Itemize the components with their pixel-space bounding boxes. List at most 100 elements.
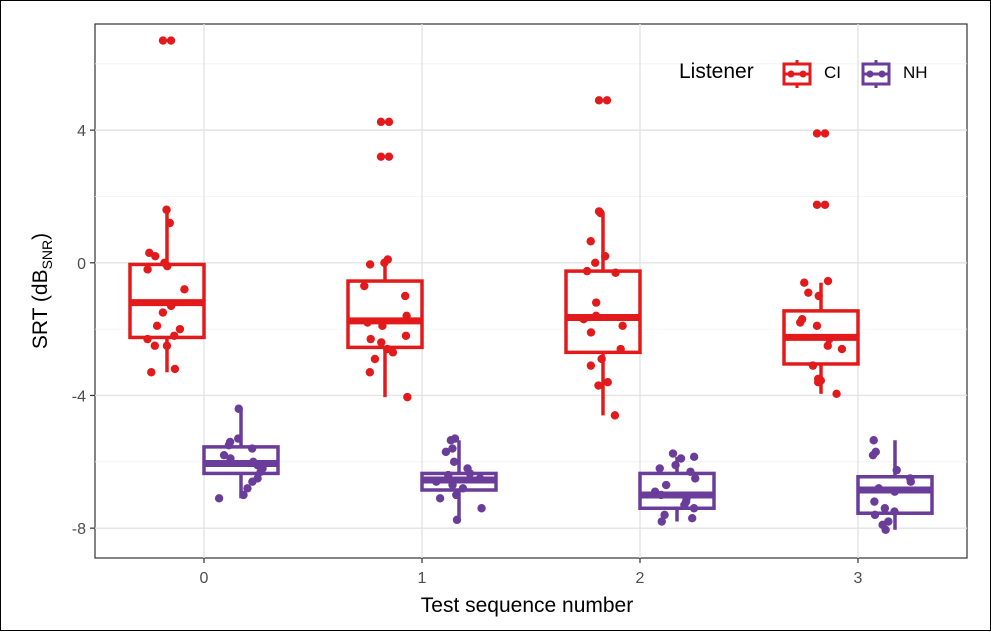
point-nh-2 [660, 510, 669, 520]
point-ci-1 [384, 152, 394, 161]
point-nh-0 [247, 444, 257, 453]
x-axis-title: Test sequence number [421, 594, 633, 617]
point-ci-0 [165, 218, 174, 228]
point-ci-2 [579, 314, 588, 324]
point-ci-2 [586, 328, 596, 337]
y-axis-title-subscript: SNR [39, 240, 55, 270]
point-ci-1 [402, 311, 411, 321]
point-nh-1 [465, 469, 475, 478]
point-nh-0 [234, 434, 243, 443]
point-nh-1 [435, 494, 445, 503]
point-ci-0 [162, 205, 171, 214]
point-nh-1 [452, 490, 461, 500]
point-nh-3 [870, 497, 879, 506]
point-ci-0 [170, 364, 180, 374]
point-ci-0 [162, 341, 172, 350]
x-tick-label: 0 [200, 570, 209, 587]
point-ci-1 [388, 348, 398, 357]
point-ci-1 [401, 331, 411, 340]
point-ci-2 [616, 344, 625, 354]
point-nh-2 [655, 464, 664, 473]
point-ci-1 [360, 281, 369, 291]
point-ci-1 [376, 117, 386, 127]
point-nh-2 [691, 474, 700, 483]
point-ci-3 [795, 318, 805, 327]
point-nh-0 [243, 484, 252, 493]
point-nh-3 [881, 525, 890, 535]
point-nh-3 [890, 507, 899, 516]
y-tick-label: -4 [72, 388, 86, 405]
point-nh-2 [689, 452, 699, 462]
point-ci-2 [600, 251, 610, 261]
point-nh-1 [441, 447, 451, 457]
point-nh-2 [656, 490, 666, 500]
point-nh-0 [256, 467, 265, 476]
point-nh-0 [219, 450, 229, 460]
point-ci-2 [618, 321, 627, 331]
point-ci-3 [800, 278, 809, 287]
point-ci-1 [370, 354, 380, 364]
point-ci-1 [366, 334, 375, 344]
point-nh-1 [432, 477, 441, 486]
point-nh-0 [226, 454, 235, 463]
point-nh-2 [668, 449, 678, 458]
point-nh-3 [870, 510, 880, 520]
x-tick-label: 2 [636, 570, 645, 587]
legend-label-nh: NH [903, 63, 928, 82]
point-ci-3 [837, 344, 847, 354]
plot-panel [94, 23, 968, 559]
point-ci-3 [813, 378, 823, 387]
point-ci-0 [166, 36, 176, 45]
y-axis-title-main: SRT (dB [29, 269, 52, 349]
point-ci-1 [377, 338, 386, 347]
point-ci-0 [158, 36, 168, 45]
point-ci-0 [175, 324, 185, 334]
point-nh-3 [906, 477, 915, 486]
point-nh-0 [239, 490, 248, 500]
point-nh-0 [248, 477, 257, 486]
point-ci-3 [808, 361, 818, 370]
point-ci-3 [832, 389, 841, 399]
point-ci-2 [596, 208, 605, 218]
point-ci-0 [150, 341, 160, 350]
point-nh-3 [874, 484, 883, 493]
point-ci-1 [365, 368, 375, 377]
point-ci-0 [152, 321, 162, 331]
point-ci-2 [591, 311, 601, 321]
legend-key-ci [782, 60, 812, 88]
box-ci-1 [346, 279, 424, 350]
point-ci-1 [400, 291, 410, 301]
point-ci-3 [812, 200, 822, 209]
point-nh-3 [890, 487, 899, 496]
legend-title: Listener [679, 60, 754, 83]
point-ci-0 [151, 251, 160, 261]
point-nh-2 [657, 517, 666, 526]
point-ci-3 [814, 291, 823, 301]
point-nh-1 [477, 504, 486, 513]
box-layer [128, 209, 934, 530]
point-ci-0 [143, 265, 152, 274]
point-ci-2 [591, 298, 601, 307]
point-ci-0 [180, 285, 189, 294]
point-nh-1 [452, 515, 462, 525]
x-tick-label: 1 [418, 570, 427, 587]
point-ci-1 [378, 321, 387, 331]
point-ci-2 [603, 378, 612, 387]
point-ci-1 [384, 117, 394, 127]
point-nh-2 [661, 480, 671, 490]
legend-label-ci: CI [824, 63, 841, 82]
point-ci-3 [820, 200, 830, 209]
point-nh-1 [446, 436, 456, 445]
point-ci-3 [823, 276, 833, 286]
point-ci-2 [594, 381, 603, 390]
point-ci-3 [820, 129, 830, 138]
point-ci-3 [804, 288, 813, 297]
point-nh-2 [671, 460, 680, 470]
point-nh-1 [448, 480, 457, 490]
point-ci-1 [376, 152, 386, 161]
point-ci-0 [147, 368, 156, 377]
point-ci-2 [582, 266, 592, 276]
point-nh-2 [689, 504, 699, 513]
